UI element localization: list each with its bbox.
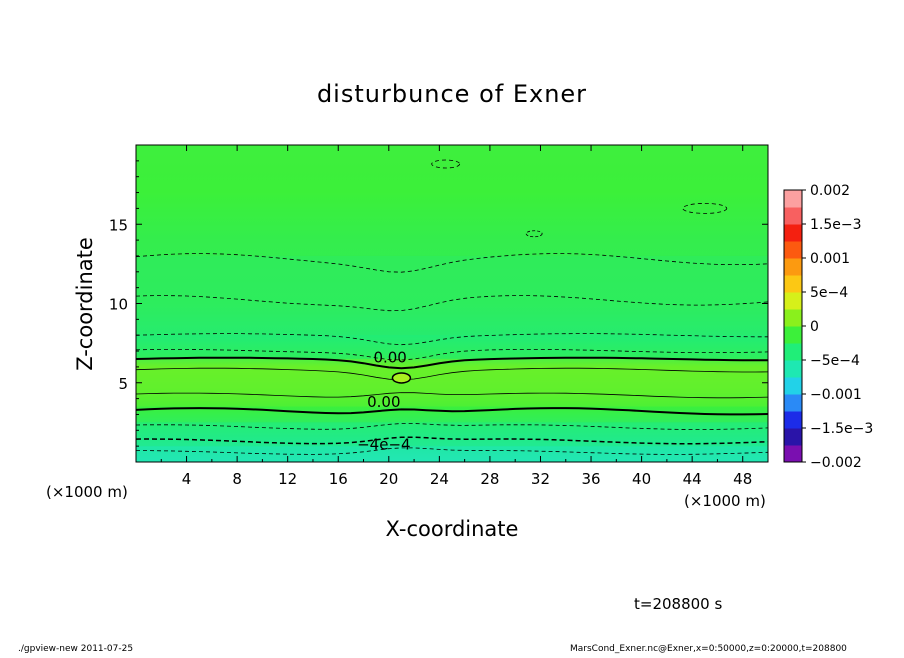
colorbar-segment-1 <box>784 428 802 446</box>
heatmap-band-6 <box>136 145 768 256</box>
contour-pos-upper <box>136 367 768 381</box>
colorbar-segment-8 <box>784 309 802 327</box>
colorbar-label-5: 5e−4 <box>810 285 848 301</box>
x-tick-label-44: 44 <box>683 470 702 488</box>
colorbar-segment-12 <box>784 241 802 259</box>
heatmap-band-1 <box>136 422 768 447</box>
contour-closed-max <box>391 372 412 384</box>
heatmap-band-2 <box>136 406 768 423</box>
y-axis-label: Z-coordinate <box>73 237 97 371</box>
x-tick-label-32: 32 <box>531 470 550 488</box>
contour-label-1: 0.00 <box>367 393 400 411</box>
time-label: t=208800 s <box>634 595 722 613</box>
y-axis-ticks: 5 10 15 <box>109 160 768 447</box>
contour-zero-upper <box>136 356 768 370</box>
contour-zero-lower <box>136 407 768 416</box>
colorbar-label-3: −5e−4 <box>810 353 860 369</box>
contour-blob-1 <box>431 159 461 169</box>
colorbar-label-6: 0.001 <box>810 251 850 267</box>
x-tick-label-8: 8 <box>232 470 242 488</box>
colorbar-segment-0 <box>784 445 802 463</box>
colorbar-label-4: 0 <box>810 319 819 335</box>
contour-label-0: 0.00 <box>373 348 406 366</box>
chart-title: disturbunce of Exner <box>317 80 587 108</box>
x-tick-label-24: 24 <box>430 470 449 488</box>
colorbar-segment-9 <box>784 292 802 310</box>
colorbar-segment-14 <box>784 207 802 225</box>
heatmap-band-3 <box>136 358 768 407</box>
contour-neg-3 <box>136 447 768 455</box>
colorbar-segment-6 <box>784 343 802 361</box>
colorbar-labels: −0.002 −1.5e−3 −0.001 −5e−4 0 5e−4 0.001 1.5e−3… <box>802 183 873 471</box>
contour-blob-2 <box>682 202 728 214</box>
contour-blob-3 <box>525 230 543 238</box>
contour-neg-2 <box>136 423 768 430</box>
colorbar-label-0: −0.002 <box>810 455 862 471</box>
heatmap-band-4 <box>136 335 768 359</box>
heatmap-area <box>136 145 768 462</box>
contour-neg-upper-1 <box>136 253 768 273</box>
x-tick-label-20: 20 <box>379 470 398 488</box>
contour-neg-upper-2 <box>136 295 768 312</box>
footer-right-info: MarsCond_Exner.nc@Exner,x=0:50000,z=0:20… <box>570 644 847 654</box>
x-tick-label-36: 36 <box>581 470 600 488</box>
colorbar-label-1: −1.5e−3 <box>810 421 873 437</box>
colorbar-segment-5 <box>784 360 802 378</box>
colorbar-segment-15 <box>784 190 802 208</box>
x-axis-ticks: 4 8 12 16 20 24 28 32 36 40 44 48 <box>160 145 752 488</box>
x-axis-label: X-coordinate <box>386 517 519 541</box>
contour-lines <box>136 159 768 455</box>
contour-pos-lower <box>136 392 768 399</box>
colorbar-segment-10 <box>784 275 802 293</box>
contour-neg-1 <box>136 349 768 361</box>
contour-neg-upper-3 <box>136 333 768 346</box>
colorbar-segment-2 <box>784 411 802 429</box>
y-tick-label-15: 15 <box>109 216 128 234</box>
footer-left-info: ./gpview-new 2011-07-25 <box>18 644 133 654</box>
colorbar-segment-13 <box>784 224 802 242</box>
x-tick-label-40: 40 <box>632 470 651 488</box>
colorbar-segment-11 <box>784 258 802 276</box>
colorbar-label-7: 1.5e−3 <box>810 217 862 233</box>
x-tick-label-16: 16 <box>329 470 348 488</box>
colorbar <box>783 189 803 463</box>
y-tick-label-5: 5 <box>118 375 128 393</box>
colorbar-label-8: 0.002 <box>810 183 850 199</box>
x-tick-label-48: 48 <box>733 470 752 488</box>
contour-labels: 0.00 0.00 −4e−4 <box>357 348 410 453</box>
x-tick-label-4: 4 <box>182 470 192 488</box>
colorbar-segment-3 <box>784 394 802 412</box>
x-tick-label-28: 28 <box>480 470 499 488</box>
heatmap-band-0 <box>136 446 768 462</box>
x-unit-label-right: (×1000 m) <box>684 492 766 510</box>
colorbar-segment-4 <box>784 377 802 395</box>
colorbar-label-2: −0.001 <box>810 387 862 403</box>
colorbar-segment-7 <box>784 326 802 344</box>
y-tick-label-10: 10 <box>109 296 128 314</box>
contour-neg-4e-4 <box>136 436 768 445</box>
contour-label-2: −4e−4 <box>357 436 410 454</box>
x-unit-label-left: (×1000 m) <box>46 483 128 501</box>
heatmap-band-5 <box>136 255 768 336</box>
heatmap-bands <box>136 145 768 462</box>
x-tick-label-12: 12 <box>278 470 297 488</box>
